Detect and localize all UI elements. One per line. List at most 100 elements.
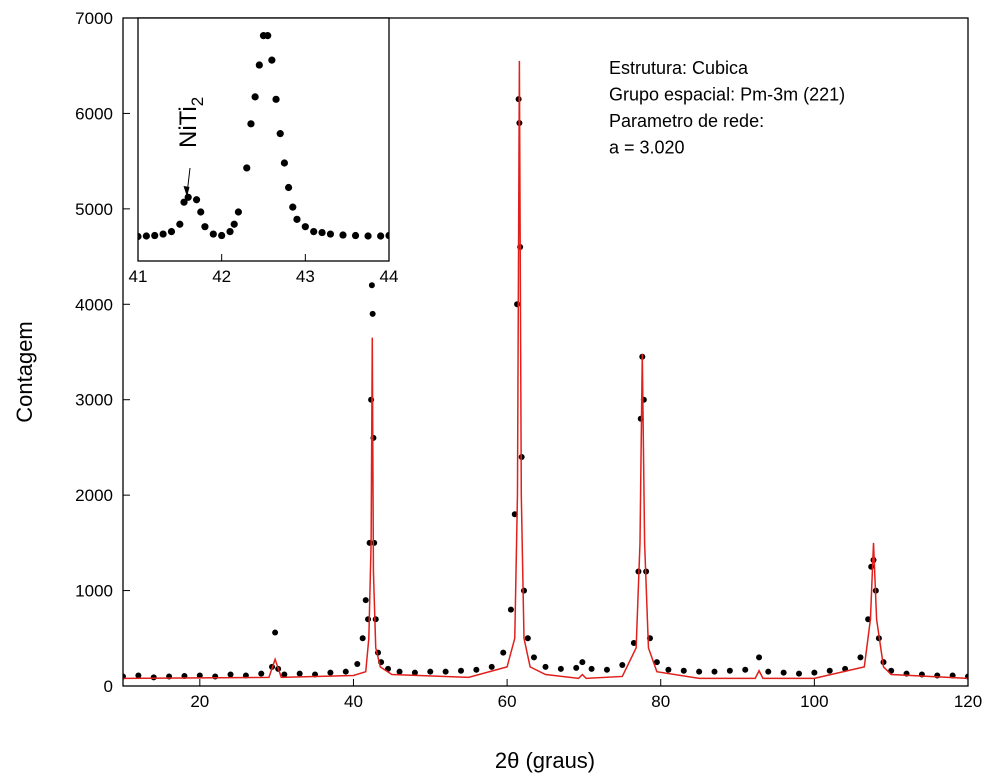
- annotation: Estrutura: Cubica: [609, 58, 749, 78]
- data-point: [442, 668, 449, 675]
- x-tick-label: 20: [190, 692, 209, 711]
- data-point: [296, 670, 303, 677]
- x-tick-label: 120: [954, 692, 982, 711]
- data-point: [362, 597, 369, 604]
- data-point: [488, 663, 495, 670]
- plot-area: [138, 18, 389, 261]
- data-point: [272, 95, 280, 103]
- data-point: [765, 668, 772, 675]
- data-point: [151, 231, 159, 240]
- plot-marks: [123, 60, 968, 681]
- data-point: [359, 635, 366, 642]
- data-point: [377, 232, 385, 240]
- data-point: [268, 56, 276, 64]
- x-tick-label: 80: [651, 692, 670, 711]
- data-point: [520, 587, 527, 594]
- data-point: [369, 310, 376, 317]
- data-point: [258, 670, 265, 677]
- data-point: [159, 230, 167, 238]
- annotation: a = 3.020: [609, 138, 685, 158]
- data-point: [364, 232, 372, 240]
- data-point: [196, 672, 203, 679]
- data-point: [209, 230, 217, 238]
- data-point: [579, 659, 586, 666]
- data-point: [218, 231, 226, 240]
- data-point: [167, 228, 176, 236]
- data-point: [342, 668, 349, 675]
- data-point: [176, 220, 184, 228]
- data-point: [272, 629, 279, 636]
- data-point: [530, 654, 537, 661]
- data-point: [514, 301, 521, 308]
- data-point: [396, 668, 403, 675]
- data-point: [142, 232, 150, 240]
- x-axis-label: 2θ (graus): [495, 748, 595, 773]
- data-point: [212, 673, 219, 680]
- data-point: [264, 32, 272, 40]
- data-point: [603, 666, 610, 673]
- data-point: [201, 223, 209, 231]
- plot-frame: [122, 17, 969, 687]
- data-point: [473, 666, 480, 673]
- data-point: [184, 193, 192, 201]
- data-point: [427, 668, 434, 675]
- data-point: [243, 164, 251, 172]
- data-point: [301, 223, 309, 231]
- data-point: [230, 220, 238, 228]
- x-tick-label: 100: [800, 692, 828, 711]
- data-point: [192, 196, 201, 204]
- inset-label-text: NiTi: [175, 106, 202, 148]
- data-point: [138, 232, 142, 241]
- data-point: [180, 198, 188, 206]
- x-tick-label: 42: [212, 267, 231, 286]
- data-point: [326, 230, 335, 238]
- y-tick-label: 3000: [75, 391, 113, 410]
- data-point: [339, 231, 347, 239]
- data-point: [573, 664, 580, 671]
- data-point: [619, 662, 626, 669]
- data-point: [289, 203, 297, 211]
- data-point: [665, 666, 672, 673]
- data-point: [796, 670, 802, 677]
- arrow-head: [183, 186, 190, 197]
- data-point: [458, 667, 464, 674]
- data-point: [756, 654, 763, 661]
- inset-label-subscript: 2: [188, 97, 207, 106]
- data-point: [826, 667, 833, 674]
- data-point: [711, 668, 718, 675]
- y-tick-label: 2000: [75, 486, 113, 505]
- data-point: [857, 654, 864, 661]
- fit-line: [123, 60, 968, 680]
- data-point: [135, 672, 142, 679]
- data-point: [371, 539, 378, 546]
- data-point: [280, 159, 289, 167]
- y-tick-label: 7000: [75, 9, 113, 28]
- data-point: [197, 208, 205, 216]
- data-point: [234, 208, 242, 216]
- inset-label: NiTi2: [175, 97, 207, 148]
- data-point: [281, 671, 288, 678]
- data-point: [365, 616, 372, 623]
- y-tick-label: 4000: [75, 295, 113, 314]
- data-point: [524, 635, 531, 642]
- data-point: [385, 231, 389, 240]
- y-tick-label: 5000: [75, 200, 113, 219]
- y-tick-label: 1000: [75, 582, 113, 601]
- data-point: [653, 659, 660, 666]
- y-axis-label: Contagem: [12, 321, 37, 423]
- data-point: [247, 120, 255, 128]
- data-point: [227, 671, 234, 678]
- data-point: [811, 669, 818, 676]
- data-point: [742, 666, 749, 673]
- data-point: [680, 667, 687, 674]
- y-tick-label: 0: [104, 677, 113, 696]
- data-point: [411, 669, 418, 676]
- x-tick-label: 41: [129, 267, 148, 286]
- data-point: [696, 668, 703, 675]
- data-point: [310, 228, 318, 236]
- data-point: [780, 669, 787, 676]
- data-point: [511, 511, 518, 518]
- x-tick-label: 60: [498, 692, 517, 711]
- data-point: [368, 282, 375, 289]
- plot-marks: [138, 32, 389, 241]
